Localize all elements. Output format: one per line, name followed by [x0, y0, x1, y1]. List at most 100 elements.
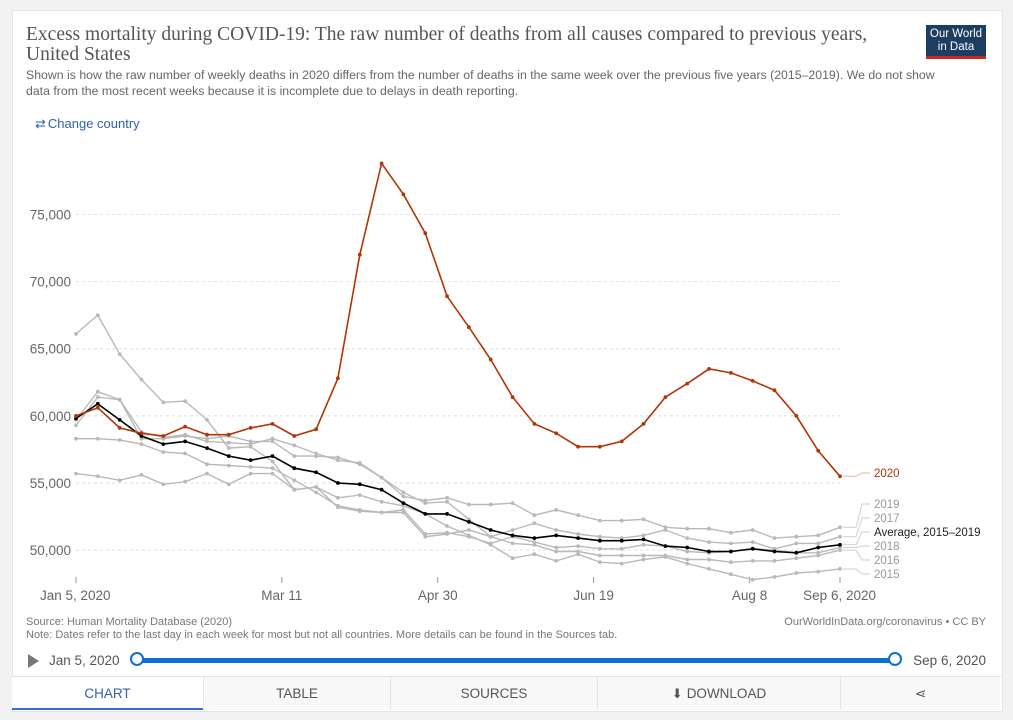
data-point[interactable]	[314, 454, 318, 458]
data-point[interactable]	[183, 399, 188, 403]
data-point[interactable]	[772, 388, 777, 393]
data-point[interactable]	[816, 545, 821, 550]
tab-table[interactable]: TABLE	[203, 677, 390, 710]
data-point[interactable]	[74, 423, 78, 428]
data-point[interactable]	[663, 395, 668, 399]
data-point[interactable]	[226, 432, 231, 437]
data-point[interactable]	[270, 471, 275, 476]
data-point[interactable]	[619, 553, 624, 558]
data-point[interactable]	[750, 379, 755, 383]
data-point[interactable]	[270, 436, 275, 441]
series-line[interactable]	[75, 402, 841, 554]
data-point[interactable]	[685, 526, 690, 531]
data-point[interactable]	[729, 530, 733, 535]
data-point[interactable]	[794, 414, 799, 418]
data-point[interactable]	[707, 540, 711, 544]
data-point[interactable]	[379, 487, 384, 492]
data-point[interactable]	[576, 549, 580, 554]
data-point[interactable]	[379, 499, 384, 504]
timeline-end-handle[interactable]	[888, 652, 902, 666]
data-point[interactable]	[685, 545, 690, 550]
data-point[interactable]	[598, 534, 602, 539]
data-point[interactable]	[510, 528, 515, 532]
data-point[interactable]	[74, 436, 78, 441]
data-point[interactable]	[707, 526, 711, 531]
series-line[interactable]	[75, 314, 841, 554]
data-point[interactable]	[270, 439, 275, 444]
data-point[interactable]	[95, 401, 100, 406]
data-point[interactable]	[641, 533, 646, 538]
data-point[interactable]	[619, 538, 624, 543]
attribution-link[interactable]: OurWorldInData.org/coronavirus • CC BY	[784, 616, 986, 628]
data-point[interactable]	[248, 439, 253, 444]
data-point[interactable]	[139, 436, 144, 441]
data-point[interactable]	[248, 465, 253, 469]
data-point[interactable]	[576, 552, 580, 557]
data-point[interactable]	[336, 505, 340, 510]
data-point[interactable]	[467, 502, 471, 507]
data-point[interactable]	[554, 533, 559, 538]
data-point[interactable]	[423, 501, 428, 505]
data-point[interactable]	[314, 451, 318, 456]
data-point[interactable]	[838, 534, 842, 539]
data-point[interactable]	[270, 422, 275, 426]
tab-sources[interactable]: SOURCES	[390, 677, 597, 710]
play-icon[interactable]	[28, 654, 39, 668]
data-point[interactable]	[292, 487, 297, 492]
data-point[interactable]	[729, 560, 733, 565]
data-point[interactable]	[117, 426, 122, 430]
tab-share[interactable]: ⋖	[840, 677, 1000, 710]
data-point[interactable]	[248, 442, 253, 446]
data-point[interactable]	[139, 431, 144, 436]
data-point[interactable]	[183, 439, 188, 444]
data-point[interactable]	[816, 550, 821, 555]
data-point[interactable]	[576, 532, 580, 536]
data-point[interactable]	[445, 495, 449, 500]
data-point[interactable]	[205, 418, 209, 422]
data-point[interactable]	[794, 550, 799, 555]
data-point[interactable]	[117, 352, 122, 356]
data-point[interactable]	[74, 416, 78, 421]
data-point[interactable]	[336, 455, 340, 460]
data-point[interactable]	[95, 436, 100, 441]
data-point[interactable]	[663, 525, 668, 530]
data-point[interactable]	[226, 454, 231, 458]
data-point[interactable]	[663, 528, 668, 532]
data-point[interactable]	[576, 444, 580, 449]
data-point[interactable]	[750, 559, 755, 563]
data-point[interactable]	[510, 533, 515, 538]
data-point[interactable]	[488, 528, 493, 532]
data-point[interactable]	[838, 474, 842, 479]
data-point[interactable]	[270, 459, 275, 464]
series-line[interactable]	[75, 472, 841, 581]
data-point[interactable]	[532, 513, 537, 518]
data-point[interactable]	[336, 458, 340, 463]
data-point[interactable]	[379, 510, 384, 515]
data-point[interactable]	[729, 572, 733, 577]
data-point[interactable]	[619, 546, 624, 551]
data-point[interactable]	[772, 559, 777, 563]
data-point[interactable]	[838, 548, 842, 552]
data-point[interactable]	[619, 439, 624, 444]
data-point[interactable]	[532, 552, 537, 557]
data-point[interactable]	[117, 438, 122, 442]
data-point[interactable]	[139, 434, 144, 438]
data-point[interactable]	[816, 553, 821, 558]
data-point[interactable]	[357, 462, 362, 467]
data-point[interactable]	[161, 400, 166, 405]
data-point[interactable]	[139, 473, 144, 477]
data-point[interactable]	[401, 494, 406, 499]
data-point[interactable]	[74, 332, 78, 336]
data-point[interactable]	[619, 536, 624, 540]
data-point[interactable]	[554, 549, 559, 554]
data-point[interactable]	[183, 424, 188, 429]
data-point[interactable]	[707, 549, 711, 554]
data-point[interactable]	[161, 436, 166, 441]
data-point[interactable]	[598, 538, 602, 543]
data-point[interactable]	[314, 427, 318, 432]
data-point[interactable]	[205, 446, 209, 450]
data-point[interactable]	[467, 528, 471, 532]
data-point[interactable]	[532, 540, 537, 544]
data-point[interactable]	[445, 512, 449, 516]
data-point[interactable]	[685, 561, 690, 566]
